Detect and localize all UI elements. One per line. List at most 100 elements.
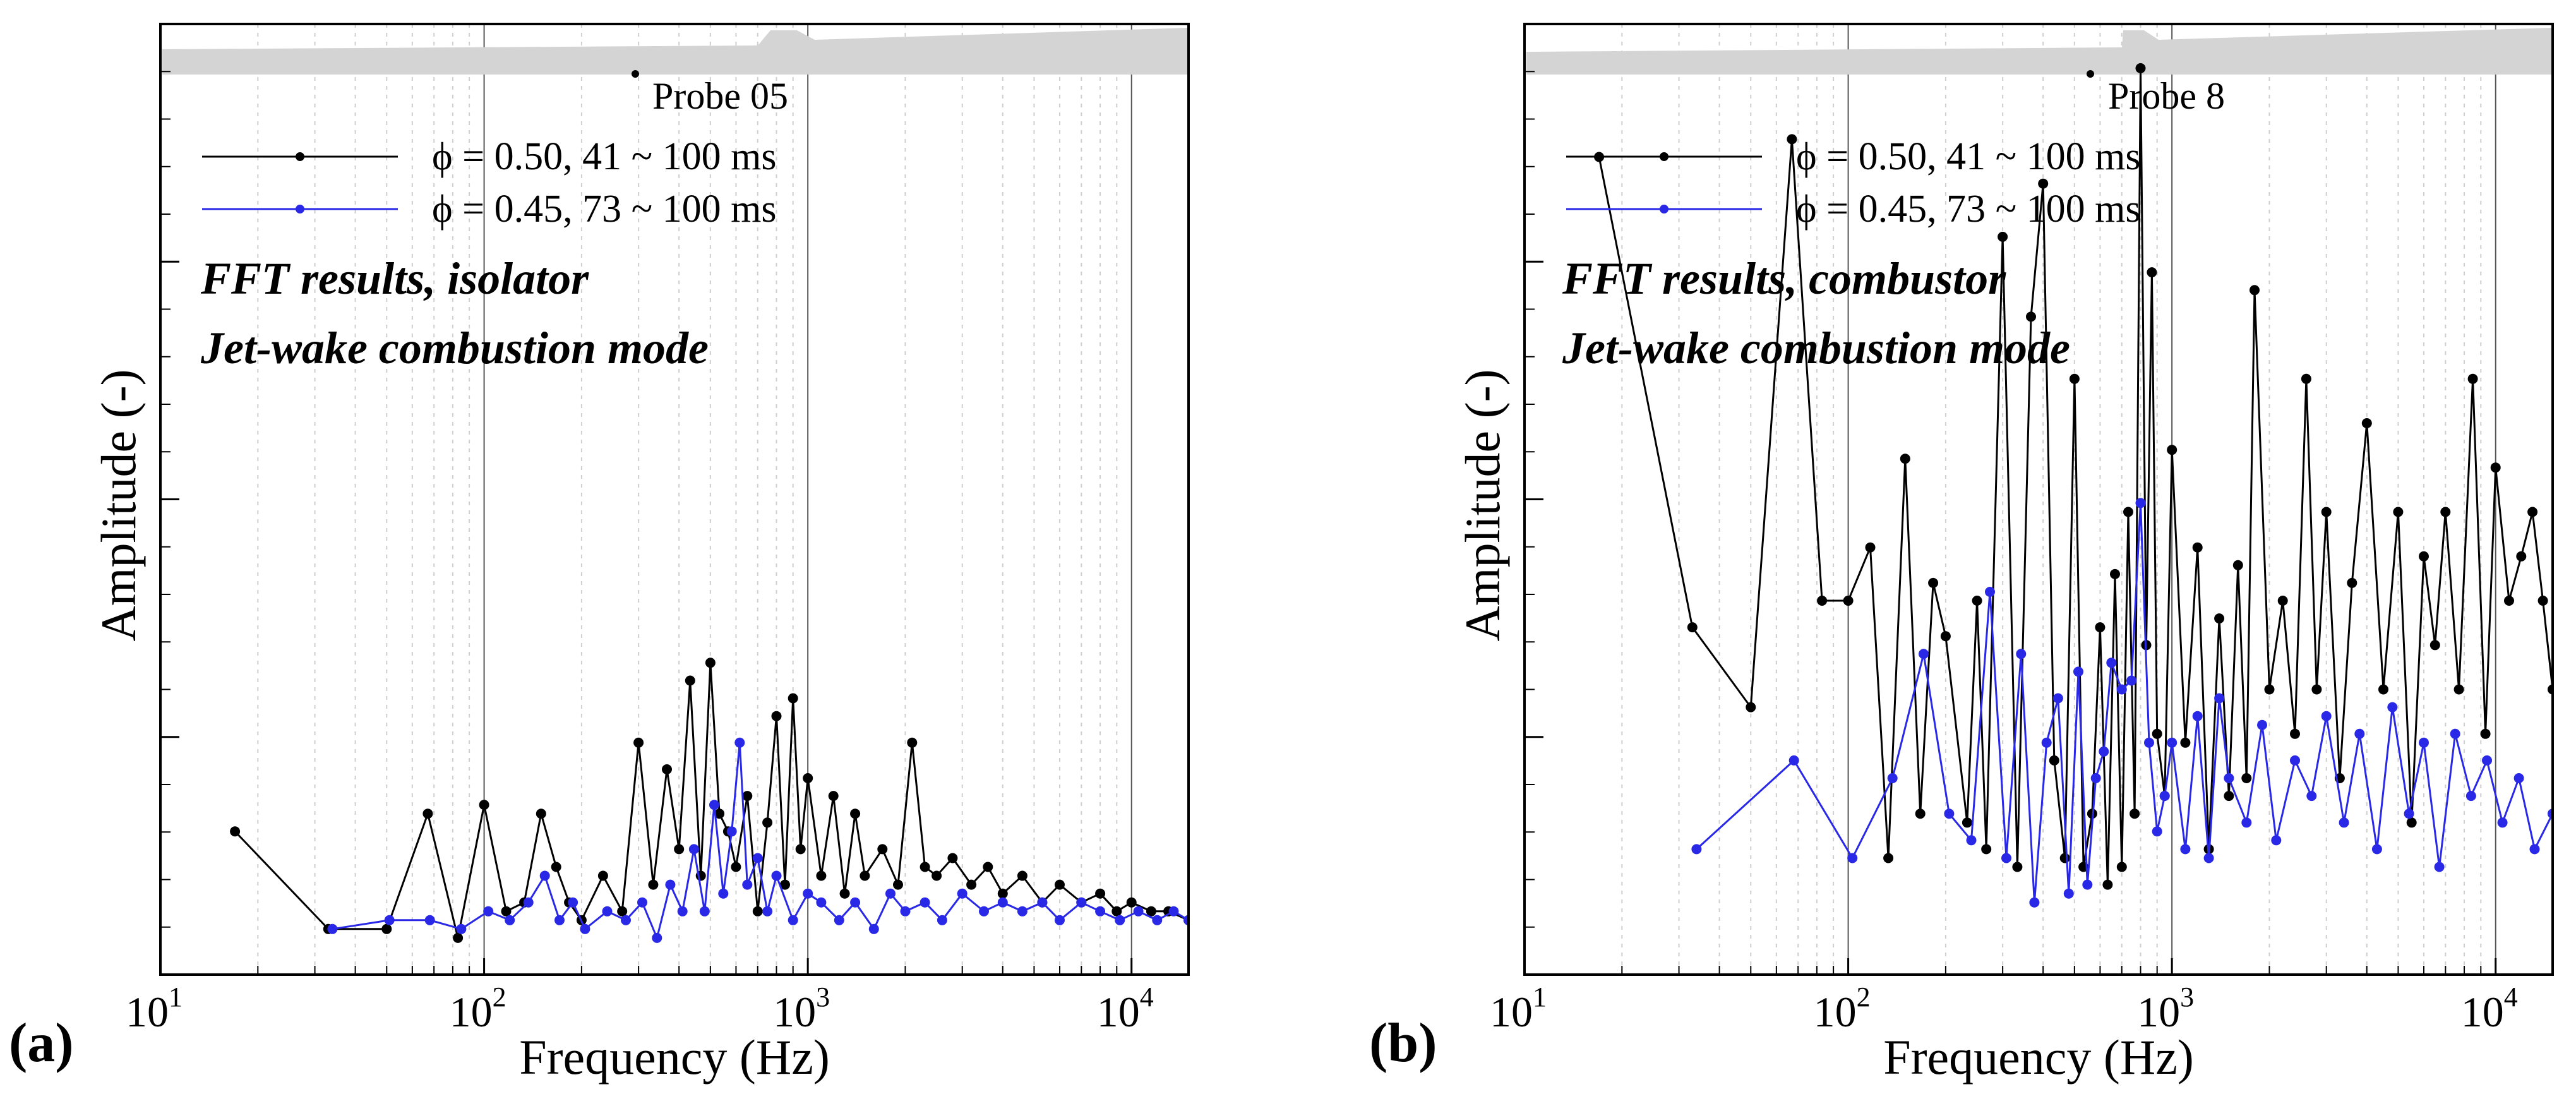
annotation-line-1: FFT results, isolator [200, 253, 589, 304]
probe-schematic: Probe 05 [162, 28, 1187, 117]
legend-entry-series-1: ϕ = 0.50, 41 ~ 100 ms [1566, 135, 2141, 178]
x-tick-label: 102 [1814, 982, 1871, 1036]
data-point [1146, 906, 1156, 917]
data-point [752, 906, 763, 917]
data-point [384, 915, 395, 925]
data-point [816, 897, 827, 908]
data-point [568, 897, 578, 908]
data-point [1900, 454, 1910, 464]
x-tick-label: 103 [773, 982, 830, 1036]
probe-marker [2087, 70, 2094, 78]
data-point [726, 826, 737, 837]
data-point [966, 879, 977, 890]
data-point [2361, 418, 2372, 428]
data-point [957, 888, 967, 899]
data-point [2001, 853, 2011, 863]
data-point [771, 711, 782, 721]
x-tick-label: 101 [126, 982, 183, 1036]
data-point [979, 906, 989, 917]
annotation-line-2: Jet-wake combustion mode [1562, 323, 2070, 373]
data-point [2147, 267, 2157, 278]
data-point [907, 737, 918, 748]
data-point [2073, 666, 2083, 677]
data-point [2277, 596, 2288, 606]
combustor-wall-shape [1526, 28, 2551, 75]
legend-label-series-2: ϕ = 0.45, 73 ~ 100 ms [1796, 188, 2141, 231]
data-point [1919, 649, 1929, 659]
data-point [1746, 702, 1756, 712]
data-point [947, 853, 958, 863]
panel-label: (b) [1369, 1013, 1437, 1074]
data-point [2516, 551, 2527, 562]
data-point [1115, 915, 1125, 925]
x-tick-label: 101 [1490, 982, 1547, 1036]
data-point [2016, 649, 2027, 659]
plot-area [1594, 63, 2553, 908]
data-point [1788, 755, 1799, 766]
data-point [1111, 906, 1122, 917]
data-point [1017, 906, 1027, 917]
data-point [1017, 870, 1027, 881]
data-point [621, 915, 631, 925]
data-point [539, 870, 550, 881]
data-point [422, 808, 433, 819]
legend-entry-series-1: ϕ = 0.50, 41 ~ 100 ms [202, 135, 777, 178]
data-point [2192, 711, 2203, 721]
data-point [2482, 755, 2492, 766]
data-point [2241, 817, 2252, 828]
data-point [868, 923, 879, 934]
data-point [788, 915, 798, 925]
data-point [2321, 711, 2332, 721]
data-point [1944, 808, 1955, 819]
x-tick-exponent: 2 [493, 982, 506, 1013]
data-point [505, 915, 515, 925]
data-point [1787, 134, 1797, 145]
data-point [2527, 507, 2538, 517]
data-point [2271, 835, 2282, 846]
data-point [1962, 817, 1972, 828]
legend: ϕ = 0.50, 41 ~ 100 ms ϕ = 0.45, 73 ~ 100… [1566, 135, 2141, 231]
x-tick-label: 102 [450, 982, 506, 1036]
data-point [2419, 737, 2429, 748]
data-point [2347, 577, 2357, 588]
probe-label: Probe 8 [2108, 75, 2225, 117]
x-tick-exponent: 4 [1140, 982, 1154, 1013]
data-point [597, 870, 608, 881]
data-point [1055, 879, 1065, 890]
probe-label: Probe 05 [652, 75, 788, 117]
data-point [2404, 808, 2414, 819]
data-point [617, 906, 628, 917]
data-point [2371, 844, 2382, 855]
legend-label-series-1: ϕ = 0.50, 41 ~ 100 ms [432, 135, 777, 178]
x-tick-label: 104 [1097, 982, 1154, 1036]
x-tick-exponent: 1 [1533, 982, 1547, 1013]
x-tick-exponent: 4 [2504, 982, 2518, 1013]
data-point [685, 675, 695, 686]
data-point [662, 764, 672, 774]
data-point [1687, 622, 1698, 633]
data-point [2029, 897, 2040, 908]
data-point [2440, 507, 2451, 517]
series-line-1 [1598, 68, 2553, 885]
data-point [920, 862, 930, 872]
legend: ϕ = 0.50, 41 ~ 100 ms ϕ = 0.45, 73 ~ 100… [202, 135, 777, 231]
data-point [816, 870, 827, 881]
data-point [718, 888, 729, 899]
data-point [2232, 560, 2243, 570]
data-point [652, 932, 662, 943]
data-point [2082, 879, 2093, 890]
legend-entry-series-2: ϕ = 0.45, 73 ~ 100 ms [202, 188, 777, 231]
data-point [2214, 613, 2225, 624]
data-point [2102, 879, 2113, 890]
probe-schematic: Probe 8 [1526, 28, 2551, 117]
data-point [2135, 63, 2146, 73]
data-point [2099, 746, 2109, 757]
data-point [2038, 178, 2049, 189]
data-point [803, 888, 813, 899]
panel-a: Probe 05 101 102 103 104 ϕ = 0.50, 41 ~ 100… [9, 23, 1190, 1085]
x-tick-exponent: 1 [169, 982, 183, 1013]
data-point [1940, 631, 1951, 642]
data-point [2387, 702, 2398, 712]
data-point [709, 800, 719, 810]
data-point [834, 915, 844, 925]
